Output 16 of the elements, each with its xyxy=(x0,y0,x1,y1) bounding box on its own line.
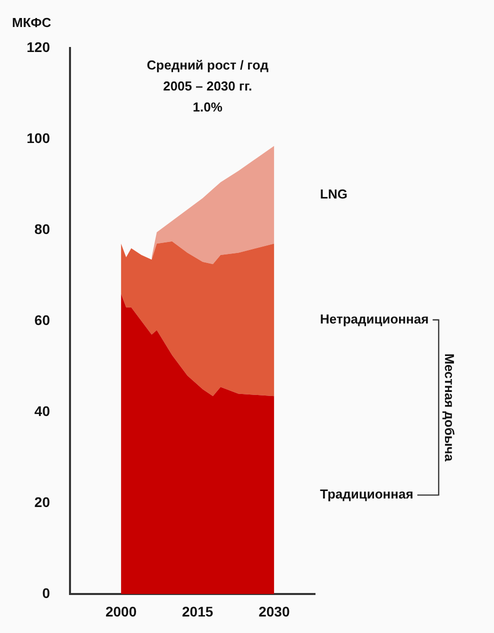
y-tick-label: 80 xyxy=(34,220,50,237)
x-tick-label: 2015 xyxy=(182,603,214,620)
text: Нетрадиционная xyxy=(320,311,429,326)
x-tick-label: 2000 xyxy=(105,603,137,620)
y-tick-label: 20 xyxy=(34,494,50,510)
y-tick-label: 40 xyxy=(34,402,50,419)
text: Местная добыча xyxy=(442,354,458,462)
annotation: Средний рост / год 2005 – 2030 гг. 1.0% xyxy=(146,58,270,115)
y-tick-label: 120 xyxy=(26,38,50,55)
text: LNG xyxy=(320,186,348,202)
x-tick-label: 2030 xyxy=(258,603,290,620)
y-tick-label: 0 xyxy=(42,584,50,601)
y-tick-label: 100 xyxy=(26,130,50,146)
y-tick-label: 60 xyxy=(34,312,50,328)
text: Традиционная xyxy=(320,486,414,502)
y-axis-title: МКФС xyxy=(12,15,52,30)
